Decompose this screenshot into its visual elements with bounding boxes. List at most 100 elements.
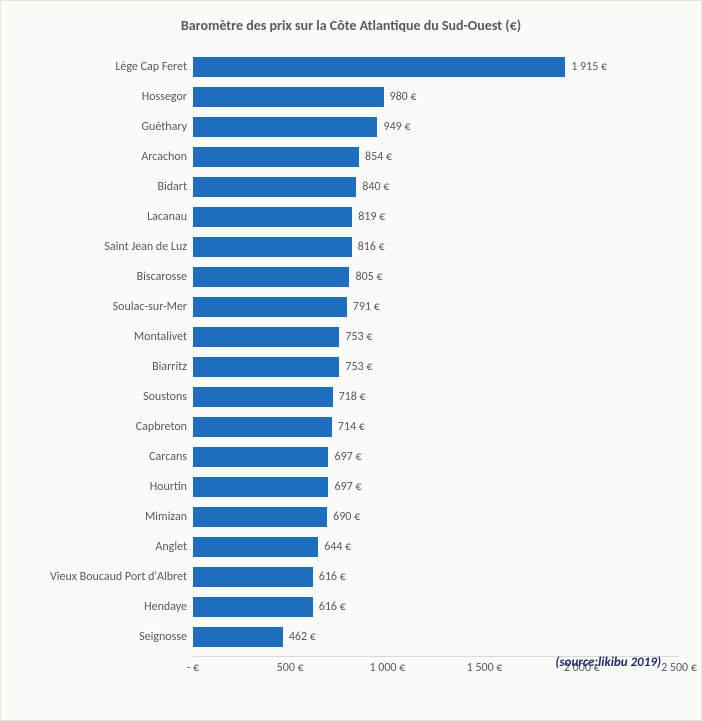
bar-row: Biscarosse805 € (23, 262, 679, 292)
bar (193, 297, 347, 317)
bar-track: 462 € (193, 626, 679, 648)
category-label: Carcans (23, 450, 193, 464)
bar-row: Guéthary 949 € (23, 112, 679, 142)
category-label: Soustons (23, 390, 193, 404)
value-label: 697 € (328, 447, 361, 467)
chart-title: Baromètre des prix sur la Côte Atlantiqu… (23, 17, 679, 34)
value-label: 1 915 € (565, 57, 607, 77)
category-label: Vieux Boucaud Port d'Albret (23, 570, 193, 584)
bar (193, 507, 327, 527)
bar (193, 387, 333, 407)
category-label: Bidart (23, 180, 193, 194)
bar-track: 949 € (193, 116, 679, 138)
category-label: Hossegor (23, 90, 193, 104)
bar-row: Biarritz 753 € (23, 352, 679, 382)
value-label: 816 € (352, 237, 385, 257)
bar (193, 357, 339, 377)
bar-row: Vieux Boucaud Port d'Albret 616 € (23, 562, 679, 592)
value-label: 949 € (377, 117, 410, 137)
category-label: Seignosse (23, 630, 193, 644)
x-tick-label: - € (187, 661, 199, 675)
bar-row: Anglet 644 € (23, 532, 679, 562)
category-label: Capbreton (23, 420, 193, 434)
value-label: 791 € (347, 297, 380, 317)
bar (193, 237, 352, 257)
bar (193, 447, 328, 467)
bar-row: Montalivet 753 € (23, 322, 679, 352)
bar (193, 177, 356, 197)
bar-track: 805 € (193, 266, 679, 288)
value-label: 690 € (327, 507, 360, 527)
bar (193, 597, 313, 617)
bar-row: Hourtin 697 € (23, 472, 679, 502)
category-label: Arcachon (23, 150, 193, 164)
x-tick-label: 2 500 € (661, 661, 697, 675)
value-label: 616 € (313, 597, 346, 617)
bar (193, 57, 565, 77)
bar-track: 840 € (193, 176, 679, 198)
category-label: Hourtin (23, 480, 193, 494)
bar-track: 616 € (193, 566, 679, 588)
value-label: 753 € (339, 327, 372, 347)
bar-row: Saint Jean de Luz 816 € (23, 232, 679, 262)
category-label: Lège Cap Feret (23, 60, 193, 74)
value-label: 819 € (352, 207, 385, 227)
value-label: 718 € (333, 387, 366, 407)
bar (193, 567, 313, 587)
x-axis-spacer (23, 656, 193, 676)
bar-track: 718 € (193, 386, 679, 408)
value-label: 616 € (313, 567, 346, 587)
bar-track: 854 € (193, 146, 679, 168)
category-label: Biarritz (23, 360, 193, 374)
category-label: Saint Jean de Luz (23, 240, 193, 254)
source-note: (source:likibu 2019) (555, 655, 661, 670)
x-tick-label: 500 € (277, 661, 304, 675)
bar-track: 616 € (193, 596, 679, 618)
x-tick-label: 1 000 € (369, 661, 405, 675)
category-label: Biscarosse (23, 270, 193, 284)
value-label: 854 € (359, 147, 392, 167)
value-label: 753 € (339, 357, 372, 377)
bar-row: Soustons 718 € (23, 382, 679, 412)
value-label: 840 € (356, 177, 389, 197)
x-tick-label: 1 500 € (467, 661, 503, 675)
bar (193, 147, 359, 167)
bar-row: Arcachon 854 € (23, 142, 679, 172)
bar-row: Hossegor980 € (23, 82, 679, 112)
bar-row: Carcans 697 € (23, 442, 679, 472)
plot-area: Lège Cap Feret1 915 €Hossegor980 €Guétha… (23, 52, 679, 652)
category-label: Hendaye (23, 600, 193, 614)
bar-track: 1 915 € (193, 56, 679, 78)
bar (193, 537, 318, 557)
value-label: 462 € (283, 627, 316, 647)
bar (193, 207, 352, 227)
category-label: Anglet (23, 540, 193, 554)
bar-track: 980 € (193, 86, 679, 108)
bar-row: Lège Cap Feret 1 915 € (23, 52, 679, 82)
bar-row: Lacanau819 € (23, 202, 679, 232)
bar-row: Seignosse 462 € (23, 622, 679, 652)
bar-track: 791 € (193, 296, 679, 318)
value-label: 644 € (318, 537, 351, 557)
category-label: Montalivet (23, 330, 193, 344)
bar-track: 644 € (193, 536, 679, 558)
bar (193, 627, 283, 647)
bar (193, 477, 328, 497)
bar-track: 819 € (193, 206, 679, 228)
value-label: 714 € (332, 417, 365, 437)
bar (193, 117, 377, 137)
bar-row: Capbreton 714 € (23, 412, 679, 442)
bar-row: Mimizan 690 € (23, 502, 679, 532)
bar (193, 267, 349, 287)
value-label: 697 € (328, 477, 361, 497)
bar (193, 417, 332, 437)
bar-track: 816 € (193, 236, 679, 258)
bar-track: 690 € (193, 506, 679, 528)
bar-track: 697 € (193, 476, 679, 498)
bar-track: 697 € (193, 446, 679, 468)
category-label: Mimizan (23, 510, 193, 524)
category-label: Guéthary (23, 120, 193, 134)
bar-row: Soulac-sur-Mer791 € (23, 292, 679, 322)
bar-row: Hendaye 616 € (23, 592, 679, 622)
bar-track: 753 € (193, 326, 679, 348)
